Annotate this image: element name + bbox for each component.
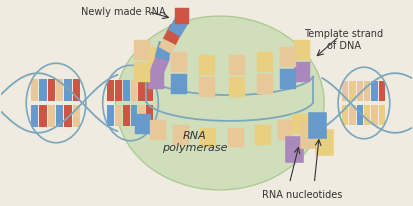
Bar — [315, 129, 333, 155]
Bar — [342, 105, 349, 125]
Bar — [171, 75, 187, 95]
Bar — [229, 77, 245, 97]
Bar — [371, 105, 378, 125]
Bar — [64, 105, 72, 127]
Bar — [199, 128, 216, 148]
Bar — [175, 9, 189, 25]
Bar — [285, 136, 303, 162]
Bar — [148, 48, 164, 68]
Bar — [349, 105, 356, 125]
Text: RNA nucleotides: RNA nucleotides — [262, 190, 342, 199]
Bar — [115, 105, 122, 126]
Bar — [155, 42, 173, 61]
Bar — [280, 48, 296, 68]
Text: Newly made RNA: Newly made RNA — [81, 7, 166, 16]
Bar — [107, 81, 114, 102]
Bar — [159, 34, 179, 54]
Bar — [228, 128, 244, 148]
Bar — [356, 82, 363, 102]
Bar — [280, 70, 296, 89]
Bar — [146, 81, 153, 102]
Bar — [73, 105, 81, 127]
Bar — [131, 81, 138, 102]
Bar — [115, 81, 122, 102]
Bar — [39, 80, 47, 102]
Bar — [123, 105, 130, 126]
Bar — [134, 63, 150, 83]
Bar — [134, 41, 150, 61]
Bar — [257, 53, 273, 73]
Bar — [379, 82, 385, 102]
Bar — [199, 77, 215, 97]
Bar — [123, 81, 130, 102]
Bar — [342, 82, 349, 102]
Bar — [371, 82, 378, 102]
Bar — [146, 105, 153, 126]
Bar — [364, 105, 370, 125]
Bar — [199, 56, 215, 75]
Bar — [151, 54, 170, 74]
Bar — [138, 105, 145, 126]
Bar — [356, 105, 363, 125]
Bar — [138, 81, 145, 102]
Bar — [73, 80, 81, 102]
Bar — [150, 121, 166, 140]
Bar — [173, 125, 188, 145]
Bar — [31, 105, 38, 127]
Bar — [292, 115, 309, 134]
Bar — [47, 105, 55, 127]
Bar — [309, 112, 326, 138]
Bar — [39, 105, 47, 127]
Bar — [47, 80, 55, 102]
Bar — [255, 125, 271, 145]
Bar — [349, 82, 356, 102]
Bar — [257, 75, 273, 95]
Bar — [379, 105, 385, 125]
Bar — [148, 70, 164, 89]
Bar — [278, 121, 293, 140]
Bar — [107, 105, 114, 126]
Bar — [171, 53, 187, 73]
Bar — [294, 63, 310, 83]
Bar — [135, 115, 151, 134]
Bar — [364, 82, 370, 102]
Bar — [31, 80, 38, 102]
Bar — [56, 80, 64, 102]
Bar — [168, 17, 188, 37]
Bar — [131, 105, 138, 126]
Ellipse shape — [116, 17, 324, 190]
Bar — [294, 41, 310, 61]
Text: Template strand
of DNA: Template strand of DNA — [304, 29, 384, 51]
Bar — [56, 105, 64, 127]
Bar — [300, 122, 318, 148]
Text: RNA
polymerase: RNA polymerase — [162, 130, 228, 152]
Bar — [163, 25, 183, 46]
Bar — [64, 80, 72, 102]
Bar — [229, 56, 245, 75]
